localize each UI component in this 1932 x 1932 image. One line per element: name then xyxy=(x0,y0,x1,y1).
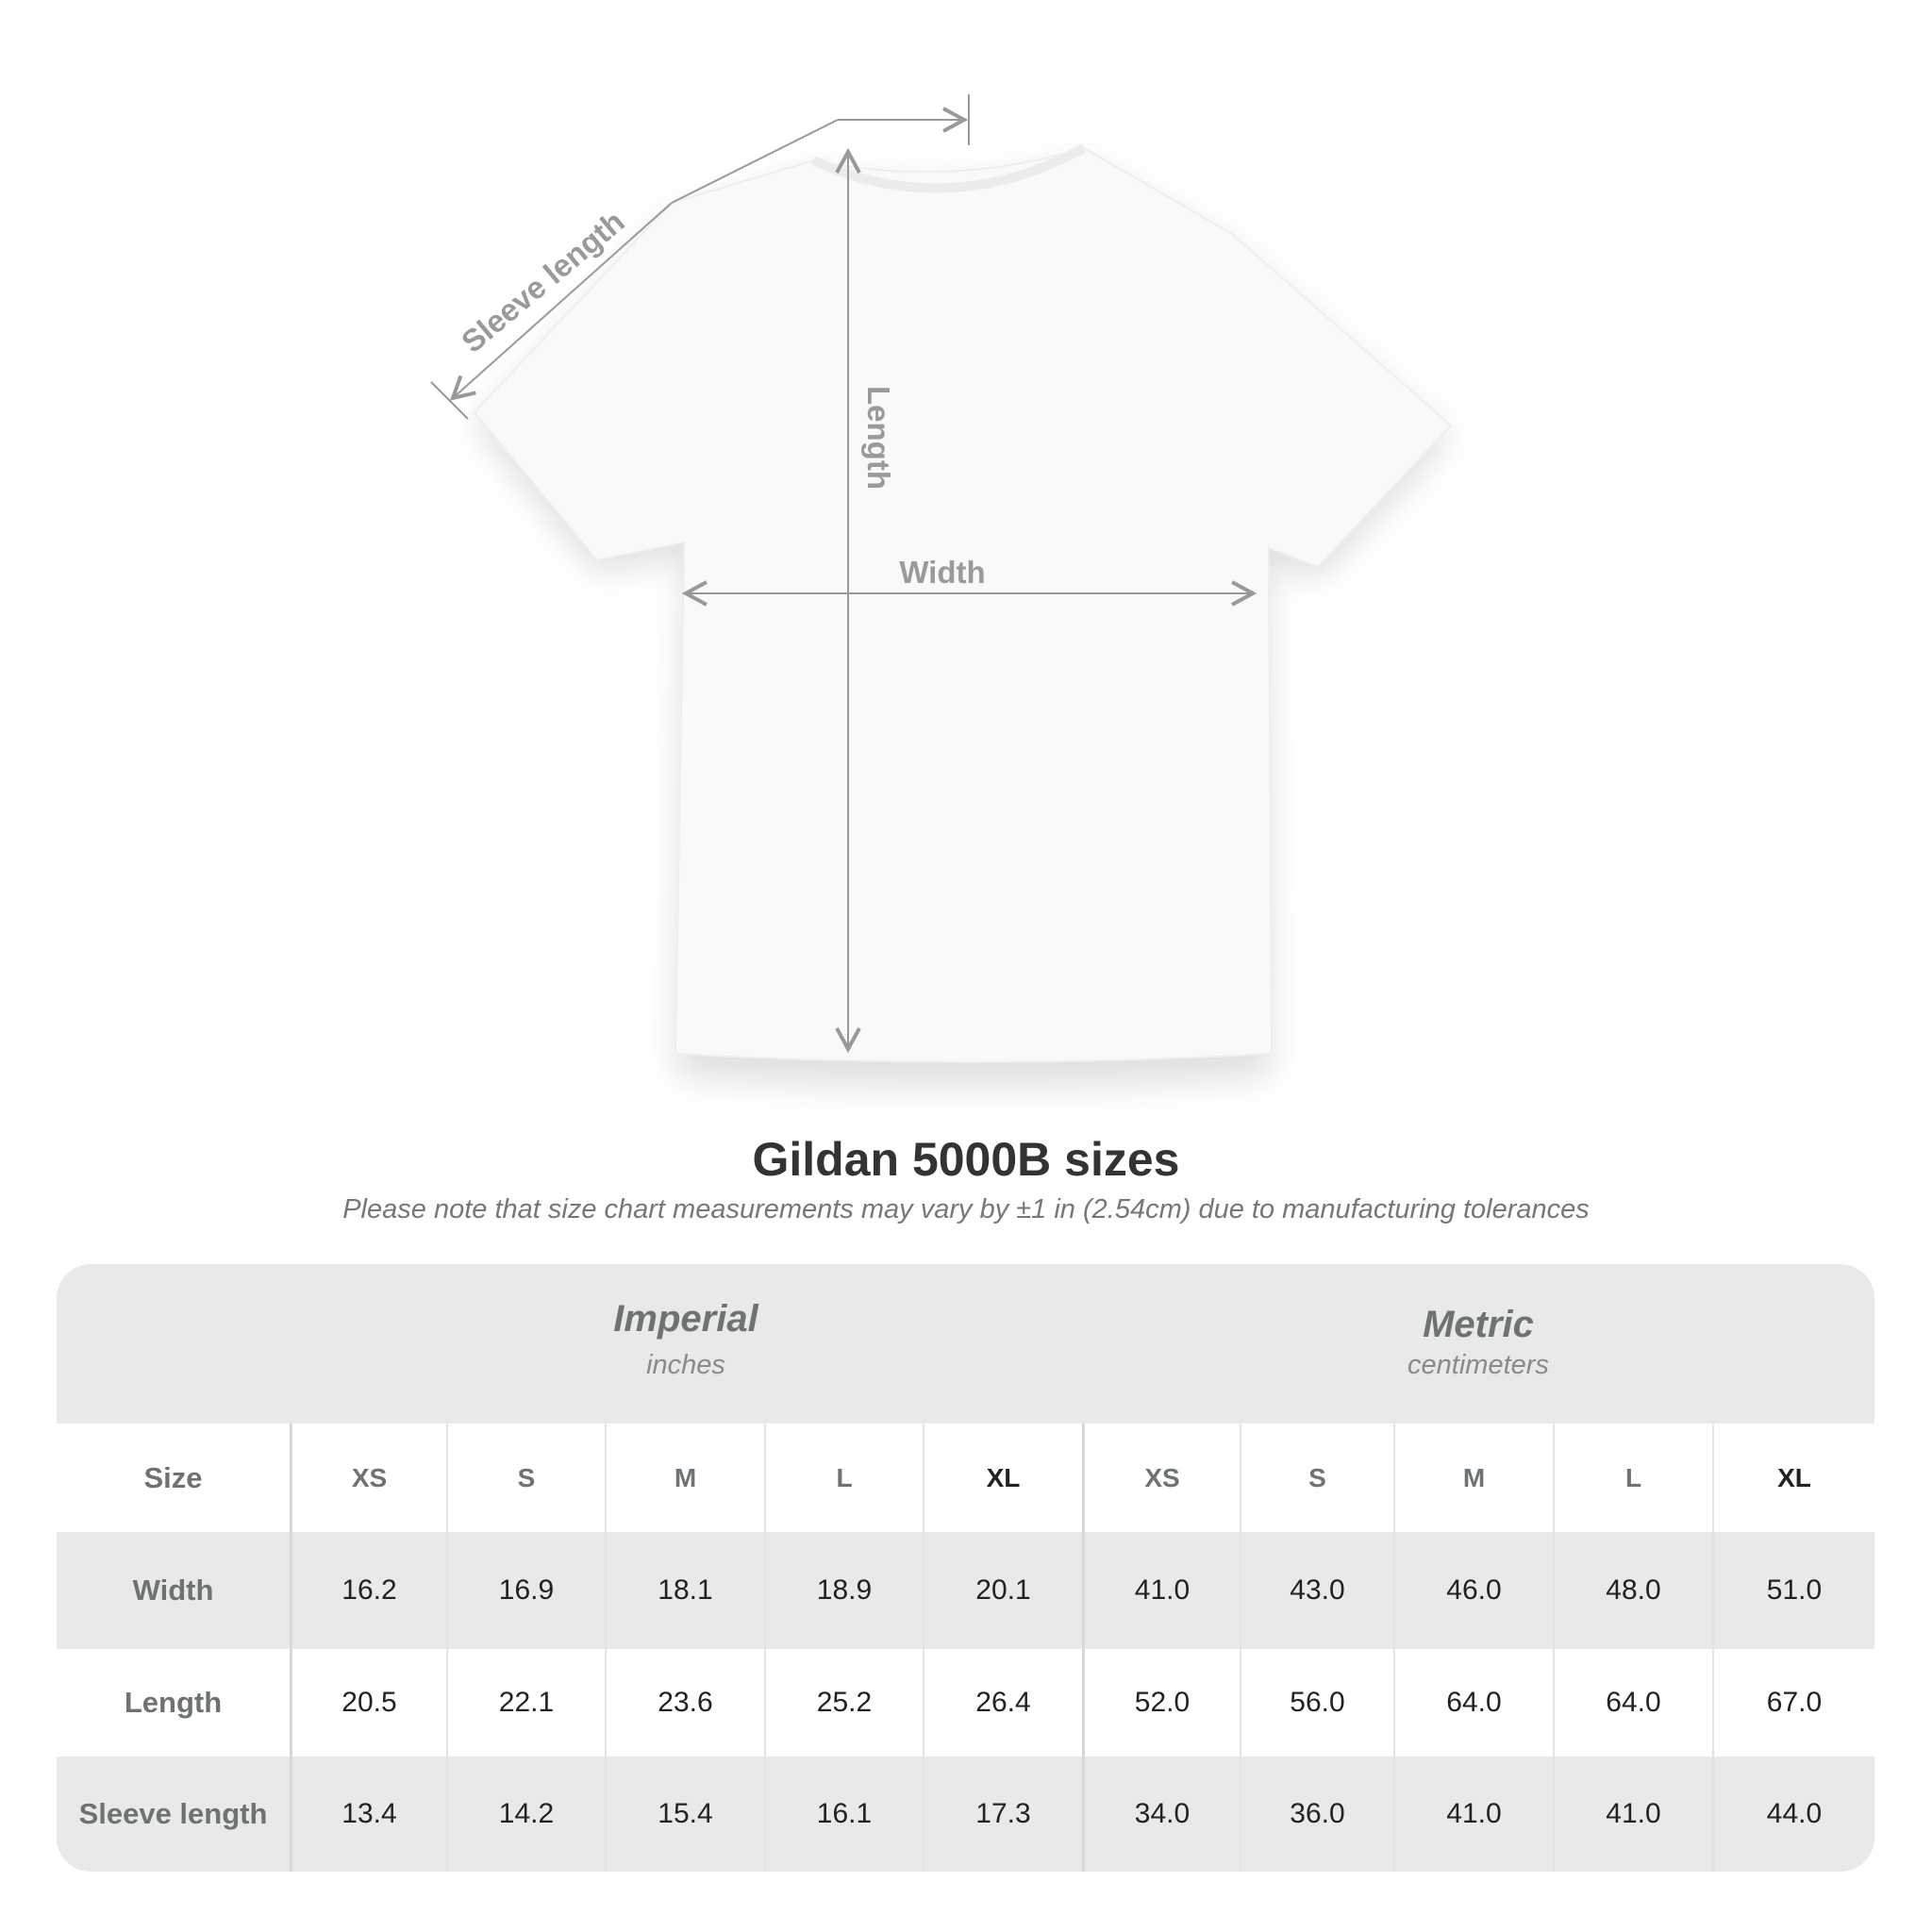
table-cell: 43.0 xyxy=(1240,1532,1393,1649)
table-cell: 25.2 xyxy=(764,1649,923,1757)
unit-sub: inches xyxy=(646,1350,725,1380)
table-cell: 56.0 xyxy=(1240,1649,1393,1757)
size-table: Imperial inches Metric centimeters Size X… xyxy=(57,1264,1874,1872)
table-cell: 22.1 xyxy=(446,1649,605,1757)
row-label: Sleeve length xyxy=(78,1797,268,1830)
table-cell: XL xyxy=(1712,1424,1874,1532)
table-cell: 48.0 xyxy=(1553,1532,1712,1649)
table-cell: 67.0 xyxy=(1712,1649,1874,1757)
table-cell: 34.0 xyxy=(1082,1757,1240,1872)
metric-header: Metric centimeters xyxy=(1082,1264,1874,1424)
table-cell: 52.0 xyxy=(1082,1649,1240,1757)
table-cell: 41.0 xyxy=(1393,1757,1553,1872)
table-cell: 20.5 xyxy=(290,1649,446,1757)
table-cell: L xyxy=(1553,1424,1712,1532)
table-cell: 44.0 xyxy=(1712,1757,1874,1872)
table-cell: 64.0 xyxy=(1553,1649,1712,1757)
size-row: Size XS S M L XL XS S M L XL xyxy=(57,1424,1874,1532)
tolerance-note: Please note that size chart measurements… xyxy=(342,1194,1590,1224)
table-cell: L xyxy=(764,1424,923,1532)
table-cell: XS xyxy=(1082,1424,1240,1532)
table-cell: 14.2 xyxy=(446,1757,605,1872)
table-cell: 41.0 xyxy=(1082,1532,1240,1649)
row-label: Size xyxy=(143,1460,203,1494)
table-cell: 18.1 xyxy=(605,1532,764,1649)
row-label: Length xyxy=(124,1686,223,1719)
table-cell: M xyxy=(1393,1424,1553,1532)
table-cell: 16.2 xyxy=(290,1532,446,1649)
page-title: Gildan 5000B sizes xyxy=(752,1133,1180,1186)
unit-name: Imperial xyxy=(613,1298,758,1340)
table-cell: 26.4 xyxy=(923,1649,1082,1757)
table-cell: 36.0 xyxy=(1240,1757,1393,1872)
imperial-header: Imperial inches xyxy=(290,1264,1082,1424)
table-cell: 64.0 xyxy=(1393,1649,1553,1757)
table-cell: 13.4 xyxy=(290,1757,446,1872)
table-cell: 17.3 xyxy=(923,1757,1082,1872)
unit-name: Metric xyxy=(1423,1304,1534,1345)
table-cell: XS xyxy=(290,1424,446,1532)
table-cell: 46.0 xyxy=(1393,1532,1553,1649)
width-label: Width xyxy=(899,555,985,590)
table-cell: 41.0 xyxy=(1553,1757,1712,1872)
table-cell: 16.9 xyxy=(446,1532,605,1649)
table-row: Sleeve length 13.4 14.2 15.4 16.1 17.3 34.0 36.… xyxy=(57,1757,1874,1872)
table-cell: 18.9 xyxy=(764,1532,923,1649)
length-label: Length xyxy=(861,386,896,490)
unit-sub: centimeters xyxy=(1407,1350,1549,1380)
table-cell: M xyxy=(605,1424,764,1532)
table-row: Length 20.5 22.1 23.6 25.2 26.4 52.0 56.0 64.0 64… xyxy=(57,1649,1874,1757)
shirt-body xyxy=(473,146,1453,1063)
table-cell: S xyxy=(446,1424,605,1532)
table-row: Width 16.2 16.9 18.1 18.9 20.1 41.0 43.0 46.0 48.… xyxy=(57,1532,1874,1649)
table-cell: XL xyxy=(923,1424,1082,1532)
sleeve-arrow xyxy=(430,94,970,420)
table-cell: 15.4 xyxy=(605,1757,764,1872)
table-cell: 20.1 xyxy=(923,1532,1082,1649)
table-cell: 16.1 xyxy=(764,1757,923,1872)
row-label: Width xyxy=(132,1574,214,1607)
table-cell: 51.0 xyxy=(1712,1532,1874,1649)
table-cell: 23.6 xyxy=(605,1649,764,1757)
tshirt-diagram: Sleeve length Length Width xyxy=(430,94,1453,1088)
table-cell: S xyxy=(1240,1424,1393,1532)
